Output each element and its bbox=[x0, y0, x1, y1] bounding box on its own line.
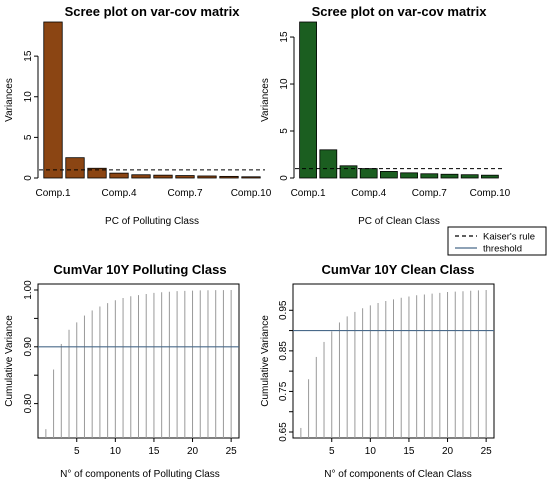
chart-title: CumVar 10Y Clean Class bbox=[322, 262, 475, 277]
chart-panel-1: Scree plot on var-cov matrix PC of Pollut… bbox=[4, 4, 272, 227]
x-tick-label: Comp.10 bbox=[470, 188, 511, 199]
x-tick-label: 15 bbox=[403, 446, 415, 457]
y-axis-label: Variances bbox=[4, 78, 15, 122]
y-tick-label: 0.95 bbox=[278, 300, 289, 320]
y-tick-label: 1.00 bbox=[23, 280, 34, 300]
legend-box bbox=[447, 226, 547, 256]
bar bbox=[400, 172, 418, 179]
bar bbox=[440, 173, 459, 179]
bar bbox=[420, 173, 439, 179]
x-axis-label: N° of components of Polluting Class bbox=[60, 469, 220, 480]
y-tick-label: 0.75 bbox=[278, 381, 289, 401]
x-tick-label: 20 bbox=[442, 446, 454, 457]
x-tick-label: Comp.7 bbox=[167, 188, 202, 199]
y-tick-label: 10 bbox=[23, 91, 34, 103]
bar bbox=[197, 175, 217, 179]
x-tick-label: Comp.4 bbox=[351, 188, 386, 199]
x-tick-label: 5 bbox=[329, 446, 335, 457]
chart-panel-4: CumVar 10Y Clean Class N° of components o… bbox=[260, 262, 495, 480]
x-tick-label: Comp.10 bbox=[231, 188, 272, 199]
y-tick-label: 0.80 bbox=[23, 393, 34, 413]
x-tick-label: 10 bbox=[110, 446, 122, 457]
bar bbox=[131, 174, 151, 179]
bar bbox=[109, 172, 129, 179]
bar bbox=[87, 167, 107, 179]
x-tick-label: 25 bbox=[481, 446, 493, 457]
y-tick-label: 0.85 bbox=[278, 341, 289, 361]
x-tick-label: Comp.1 bbox=[35, 188, 70, 199]
bar bbox=[241, 176, 261, 179]
y-tick-label: 10 bbox=[279, 78, 290, 90]
x-tick-label: 15 bbox=[148, 446, 160, 457]
y-tick-label: 0.90 bbox=[23, 337, 34, 357]
y-tick-label: 5 bbox=[23, 134, 34, 140]
bar bbox=[380, 171, 398, 179]
x-tick-label: 25 bbox=[226, 446, 238, 457]
bar bbox=[299, 21, 317, 179]
x-tick-label: 10 bbox=[365, 446, 377, 457]
bar bbox=[175, 175, 195, 179]
x-axis-label: PC of Clean Class bbox=[358, 216, 440, 227]
x-tick-label: Comp.4 bbox=[101, 188, 136, 199]
chart-title: CumVar 10Y Polluting Class bbox=[53, 262, 226, 277]
x-axis-label: N° of components of Clean Class bbox=[324, 469, 471, 480]
x-tick-label: Comp.7 bbox=[412, 188, 447, 199]
bar bbox=[460, 174, 479, 179]
bar bbox=[219, 175, 239, 179]
legend-label: Kaiser's rule bbox=[483, 232, 535, 243]
bar bbox=[43, 21, 63, 179]
y-tick-label: 5 bbox=[279, 128, 290, 134]
bar bbox=[319, 149, 338, 179]
y-tick-label: 0 bbox=[23, 175, 34, 181]
bar bbox=[481, 174, 499, 179]
bar bbox=[339, 165, 358, 179]
y-tick-label: 15 bbox=[23, 50, 34, 62]
legend-label: threshold bbox=[483, 244, 522, 255]
x-tick-label: Comp.1 bbox=[291, 188, 326, 199]
y-axis-label: Variances bbox=[260, 78, 271, 122]
chart-panel-3: CumVar 10Y Polluting Class N° of componen… bbox=[4, 262, 240, 480]
x-axis-label: PC of Polluting Class bbox=[105, 216, 199, 227]
bar bbox=[359, 168, 378, 179]
chart-panel-2: Scree plot on var-cov matrix PC of Clean … bbox=[260, 4, 511, 227]
y-axis-label: Cumulative Variance bbox=[260, 315, 271, 407]
chart-title: Scree plot on var-cov matrix bbox=[65, 4, 241, 19]
chart-title: Scree plot on var-cov matrix bbox=[312, 4, 488, 19]
x-tick-label: 5 bbox=[74, 446, 80, 457]
bar bbox=[65, 157, 85, 179]
x-tick-label: 20 bbox=[187, 446, 199, 457]
y-tick-label: 0.65 bbox=[278, 422, 289, 442]
y-axis-label: Cumulative Variance bbox=[4, 315, 15, 407]
bar bbox=[153, 174, 173, 179]
y-tick-label: 15 bbox=[279, 31, 290, 43]
y-tick-label: 0 bbox=[279, 175, 290, 181]
